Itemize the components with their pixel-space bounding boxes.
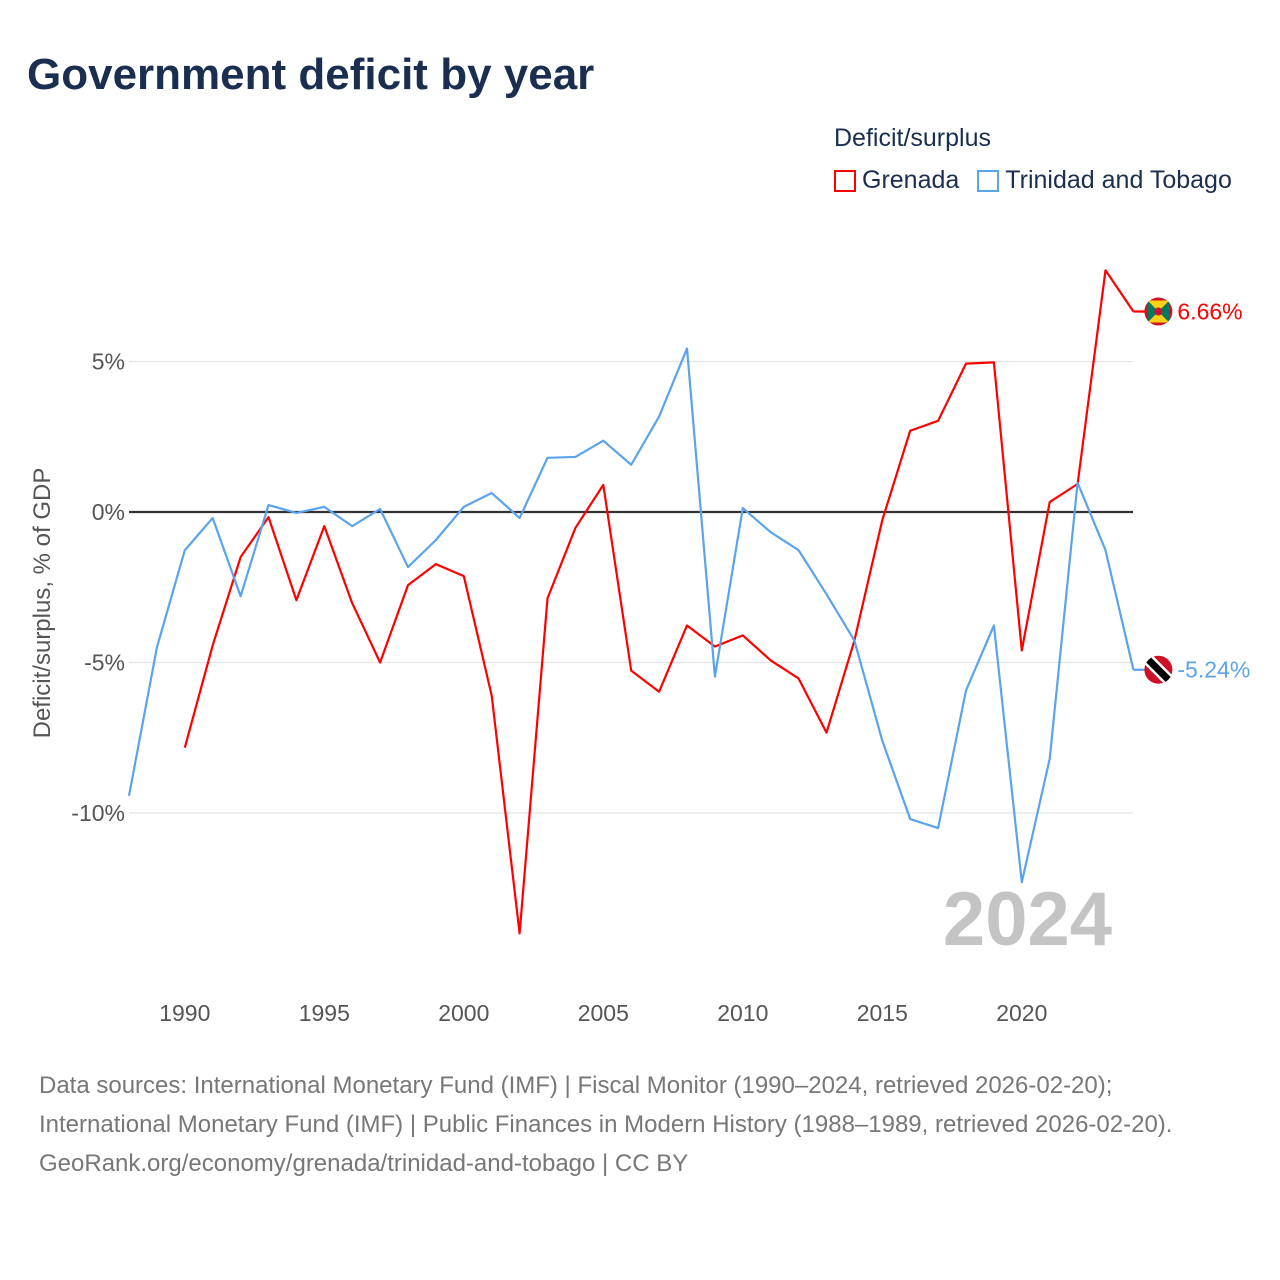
x-tick-label: 2000	[438, 1000, 489, 1026]
legend-title: Deficit/surplus	[834, 124, 991, 152]
x-tick-label: 2010	[717, 1000, 768, 1026]
legend-label: Grenada	[862, 166, 960, 194]
legend-item-grenada[interactable]: Grenada	[834, 166, 959, 195]
grenada-flag-icon	[1144, 297, 1173, 326]
x-tick-label: 2020	[996, 1000, 1047, 1026]
data-sources: Data sources: International Monetary Fun…	[39, 1072, 1173, 1138]
series-line-trinidad	[127, 347, 1135, 884]
legend-swatch-trinidad	[977, 169, 1000, 192]
source-link[interactable]: GeoRank.org/economy/grenada/trinidad-and…	[39, 1150, 689, 1177]
series-line-grenada	[183, 269, 1135, 935]
legend: Grenada Trinidad and Tobago	[834, 166, 1232, 195]
year-watermark: 2024	[943, 877, 1112, 962]
y-tick-label: 0%	[92, 499, 125, 525]
y-tick-label: -5%	[84, 650, 125, 676]
end-value-label: -5.24%	[1177, 657, 1250, 683]
x-tick-label: 1995	[299, 1000, 350, 1026]
chart-title: Government deficit by year	[27, 50, 595, 99]
end-value-label: 6.66%	[1177, 299, 1242, 325]
footer: Data sources: International Monetary Fun…	[39, 1066, 1239, 1183]
y-tick-label: -10%	[71, 800, 125, 826]
x-tick-label: 1990	[159, 1000, 210, 1026]
y-axis-label: Deficit/surplus, % of GDP	[29, 468, 56, 739]
legend-item-trinidad[interactable]: Trinidad and Tobago	[977, 166, 1232, 195]
legend-swatch-grenada	[834, 169, 856, 192]
x-tick-label: 2015	[857, 1000, 908, 1026]
trinidad-flag-icon	[1144, 655, 1173, 684]
x-tick-label: 2005	[578, 1000, 629, 1026]
y-tick-label: 5%	[92, 349, 125, 375]
legend-label: Trinidad and Tobago	[1005, 166, 1232, 194]
